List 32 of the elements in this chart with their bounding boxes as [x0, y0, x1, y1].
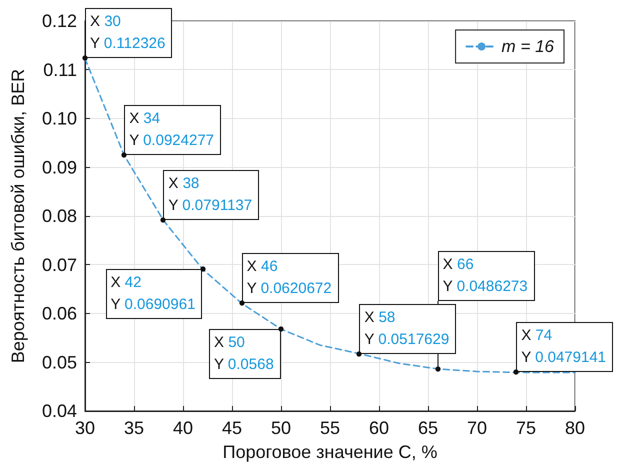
x-tick-label: 70 [466, 418, 488, 438]
y-tick-label: 0.10 [42, 108, 77, 128]
y-tick-label: 0.05 [42, 352, 77, 372]
x-tick-label: 45 [222, 418, 242, 438]
annotation: X 50 Y 0.0568 [214, 334, 274, 374]
legend-label: m = 16 [502, 37, 555, 56]
x-tick-label: 35 [124, 418, 144, 438]
annotation: X 34 Y 0.0924277 [129, 110, 214, 150]
annotation: X 58 Y 0.0517629 [364, 308, 450, 348]
annotation: X 74 Y 0.0479141 [521, 327, 606, 366]
annotation: X 30 Y 0.112326 [90, 13, 166, 52]
annotation: X 38 Y 0.0791137 [168, 175, 252, 214]
x-tick-label: 30 [74, 418, 96, 438]
x-tick-label: 65 [418, 418, 438, 438]
annotation: X 66 Y 0.0486273 [442, 256, 528, 295]
y-axis-title: Вероятность битовой ошибки, BER [8, 68, 28, 364]
y-tick-label: 0.08 [42, 206, 77, 226]
x-axis-title: Пороговое значение C, % [222, 442, 438, 462]
y-tick-label: 0.04 [42, 401, 77, 421]
y-tick-label: 0.09 [42, 157, 77, 178]
annotation: X 42 Y 0.0690961 [110, 274, 196, 314]
y-tick-label: 0.11 [43, 60, 77, 80]
annotation: X 46 Y 0.0620672 [246, 258, 332, 298]
x-tick-label: 80 [564, 418, 586, 438]
x-tick-label: 75 [516, 418, 536, 438]
y-tick-label: 0.12 [42, 11, 77, 31]
x-tick-label: 60 [368, 418, 390, 438]
x-tick-label: 40 [172, 418, 194, 438]
x-tick-label: 55 [320, 418, 340, 438]
y-tick-label: 0.07 [42, 254, 77, 275]
y-tick-label: 0.06 [42, 304, 77, 324]
x-tick-label: 50 [270, 418, 292, 438]
